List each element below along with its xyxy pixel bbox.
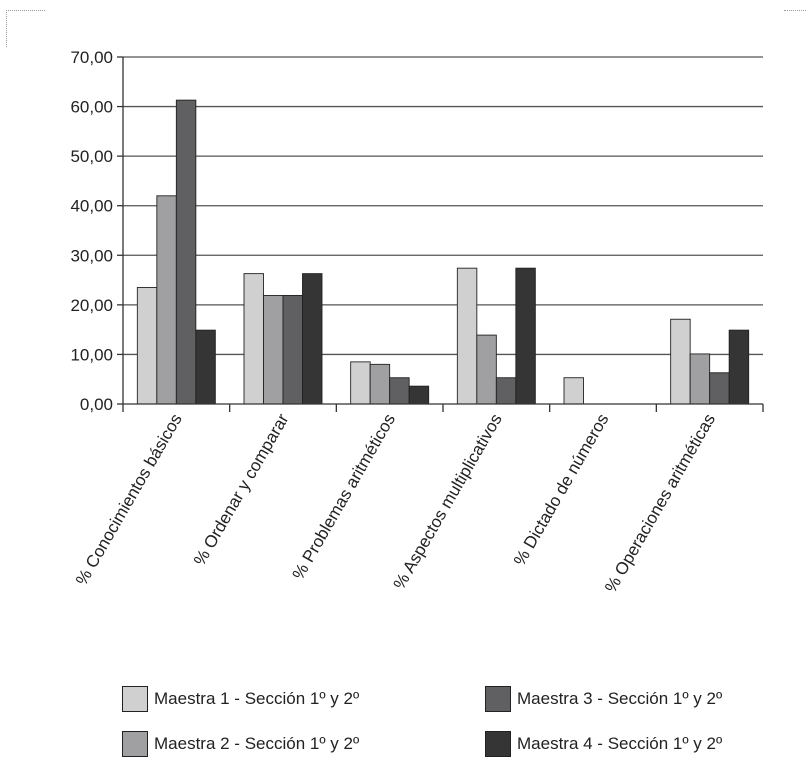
legend-swatch-4 xyxy=(485,731,511,757)
legend-label-4: Maestra 4 - Sección 1º y 2º xyxy=(517,734,723,753)
x-tick-label: % Problemas aritméticos xyxy=(289,410,399,582)
bar xyxy=(389,377,410,405)
bar xyxy=(689,353,711,405)
gridlines xyxy=(123,56,763,356)
bar xyxy=(476,334,497,405)
bar xyxy=(263,294,284,405)
bar xyxy=(282,294,303,405)
y-axis-ticks: 0,00 10,00 20,00 30,00 40,00 50,00 60,00 70,00 xyxy=(70,48,123,414)
bar xyxy=(136,287,158,405)
legend-swatch-3 xyxy=(485,686,511,712)
y-tick-label: 60,00 xyxy=(70,98,113,117)
x-tick-label: % Ordenar y comparar xyxy=(190,410,293,569)
legend-swatch-1 xyxy=(122,686,148,712)
legend-label-3: Maestra 3 - Sección 1º y 2º xyxy=(517,689,723,708)
legend-label-1: Maestra 1 - Sección 1º y 2º xyxy=(154,689,360,708)
legend-item-1: Maestra 1 - Sección 1º y 2º xyxy=(122,686,359,712)
y-tick-label: 50,00 xyxy=(70,147,113,166)
x-tick-label: % Aspectos multiplicativos xyxy=(390,411,506,593)
bar xyxy=(369,363,391,405)
bars xyxy=(136,99,750,405)
bar xyxy=(495,377,517,405)
y-tick-label: 40,00 xyxy=(70,197,113,216)
x-tick-label: % Conocimientos básicos xyxy=(72,411,186,589)
legend-label-2: Maestra 2 - Sección 1º y 2º xyxy=(154,734,360,753)
bar xyxy=(709,372,730,405)
bar xyxy=(175,99,197,405)
legend-swatch-2 xyxy=(122,731,148,757)
bar xyxy=(156,195,177,405)
legend-item-4: Maestra 4 - Sección 1º y 2º xyxy=(485,731,722,757)
y-tick-label: 70,00 xyxy=(70,48,113,67)
corner-mark-right xyxy=(784,10,806,12)
bar xyxy=(408,385,430,405)
y-tick-label: 0,00 xyxy=(80,395,113,414)
bar xyxy=(728,329,750,405)
bar xyxy=(195,329,216,405)
bar-chart: 0,0010,0020,0030,0040,0050,0060,0070,00 … xyxy=(70,48,764,596)
legend-item-3: Maestra 3 - Sección 1º y 2º xyxy=(485,686,722,712)
bar xyxy=(670,318,691,405)
bar xyxy=(456,267,478,405)
y-tick-label: 20,00 xyxy=(70,296,113,315)
bar xyxy=(515,267,536,405)
corner-mark-left xyxy=(6,10,45,47)
y-tick-label: 30,00 xyxy=(70,246,113,265)
axes xyxy=(122,57,764,412)
x-tick-label: % Operaciones aritméticas xyxy=(601,411,719,596)
bar xyxy=(243,273,264,405)
bar xyxy=(302,273,323,405)
y-tick-label: 10,00 xyxy=(70,345,113,364)
legend-item-2: Maestra 2 - Sección 1º y 2º xyxy=(122,731,359,757)
x-tick-label: % Dictado de números xyxy=(510,411,612,569)
bar xyxy=(563,377,584,405)
x-axis-labels: % Conocimientos básicos% Ordenar y compa… xyxy=(72,410,719,596)
bar xyxy=(350,361,371,405)
